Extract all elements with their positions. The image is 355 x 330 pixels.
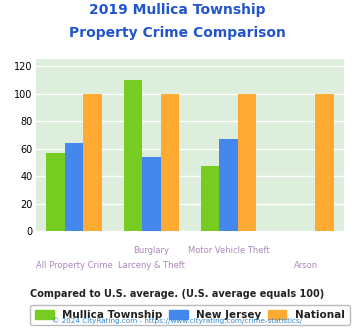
Bar [201, 166, 219, 231]
Bar [219, 139, 238, 231]
Bar [83, 94, 102, 231]
Text: Motor Vehicle Theft: Motor Vehicle Theft [188, 246, 269, 255]
Legend: Mullica Township, New Jersey, National: Mullica Township, New Jersey, National [30, 305, 350, 325]
Bar [160, 94, 179, 231]
Text: All Property Crime: All Property Crime [36, 261, 113, 270]
Bar [315, 94, 334, 231]
Bar [65, 143, 83, 231]
Bar [124, 80, 142, 231]
Bar [238, 94, 256, 231]
Bar [46, 153, 65, 231]
Text: Arson: Arson [294, 261, 318, 270]
Text: © 2024 CityRating.com - https://www.cityrating.com/crime-statistics/: © 2024 CityRating.com - https://www.city… [53, 317, 302, 324]
Text: Burglary: Burglary [133, 246, 169, 255]
Text: 2019 Mullica Township: 2019 Mullica Township [89, 3, 266, 17]
Text: Larceny & Theft: Larceny & Theft [118, 261, 185, 270]
Text: Property Crime Comparison: Property Crime Comparison [69, 26, 286, 40]
Bar [142, 157, 160, 231]
Text: Compared to U.S. average. (U.S. average equals 100): Compared to U.S. average. (U.S. average … [31, 289, 324, 299]
